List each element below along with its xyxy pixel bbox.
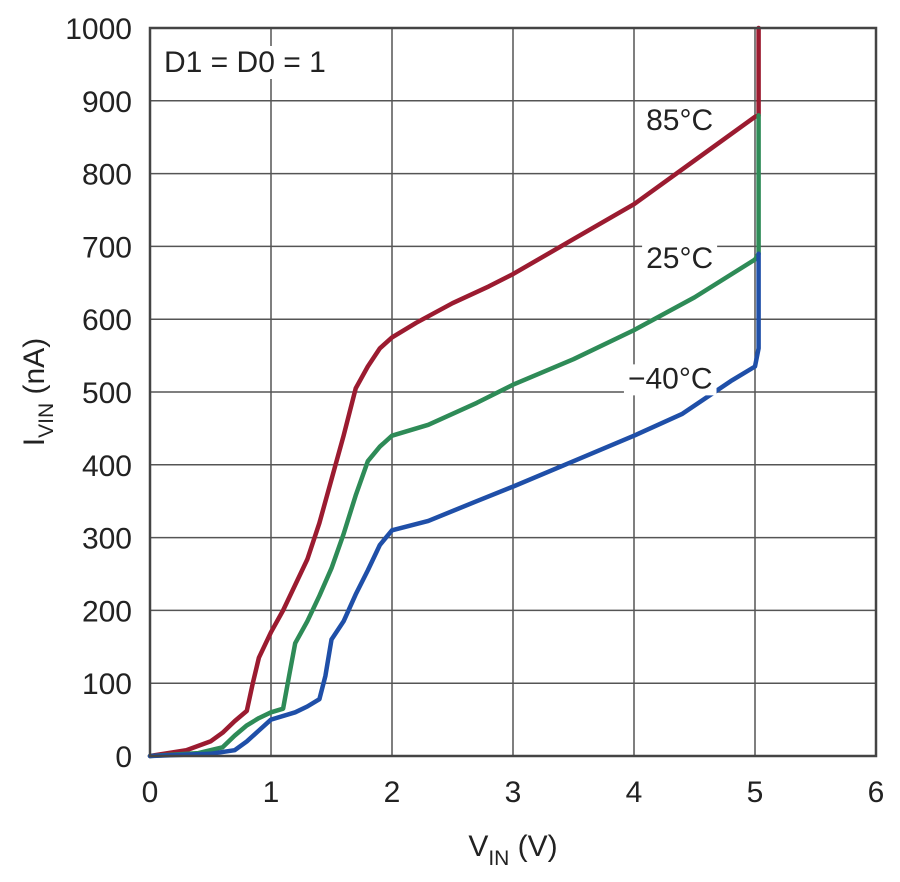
y-tick-label: 700 [82,231,132,264]
y-axis-label-sub: VIN [35,403,58,438]
series-lines [147,25,761,759]
series-label-background [642,105,718,137]
series-line-2 [147,251,761,759]
plot-frame [148,26,878,758]
y-tick-label: 900 [82,86,132,119]
y-tick-label: 1000 [65,13,132,46]
x-tick-label: 3 [505,776,522,809]
x-tick-label: 2 [384,776,401,809]
y-axis-label-unit: (nA) [18,338,51,403]
x-tick-label: 5 [747,776,764,809]
series-label-background [623,364,717,396]
series-line-0 [147,25,761,759]
y-axis-label-main: I [18,438,51,446]
y-tick-label: 600 [82,304,132,337]
y-tick-label: 100 [82,668,132,701]
y-tick-label: 300 [82,523,132,556]
series-line-1 [147,113,761,759]
x-axis-label-sub: IN [488,847,509,870]
x-axis-label-unit: (V) [509,830,557,863]
y-tick-labels: 0 100 200 300 400 500 600 700 800 900 1000 [65,13,132,774]
y-tick-label: 500 [82,377,132,410]
annotation-d1-d0: D1 = D0 = 1 [164,46,326,79]
x-tick-label: 0 [142,776,159,809]
grid-lines [149,27,877,757]
x-axis-label: VIN (V) [468,830,557,870]
x-tick-label: 1 [263,776,280,809]
series-labels: 85°C 25°C −40°C [623,104,718,396]
x-tick-label: 6 [868,776,885,809]
y-axis-label: IVIN (nA) [18,338,58,446]
y-tick-label: 400 [82,450,132,483]
x-tick-labels: 0 1 2 3 4 5 6 [142,776,885,809]
y-tick-label: 800 [82,159,132,192]
series-label: −40°C [628,362,713,395]
x-tick-label: 4 [626,776,643,809]
series-label-background [642,244,718,276]
series-label: 25°C [646,242,713,275]
y-tick-label: 200 [82,595,132,628]
annotation-background [160,46,330,79]
y-tick-label: 0 [115,741,132,774]
x-axis-label-main: V [468,830,488,863]
series-label: 85°C [646,104,713,137]
